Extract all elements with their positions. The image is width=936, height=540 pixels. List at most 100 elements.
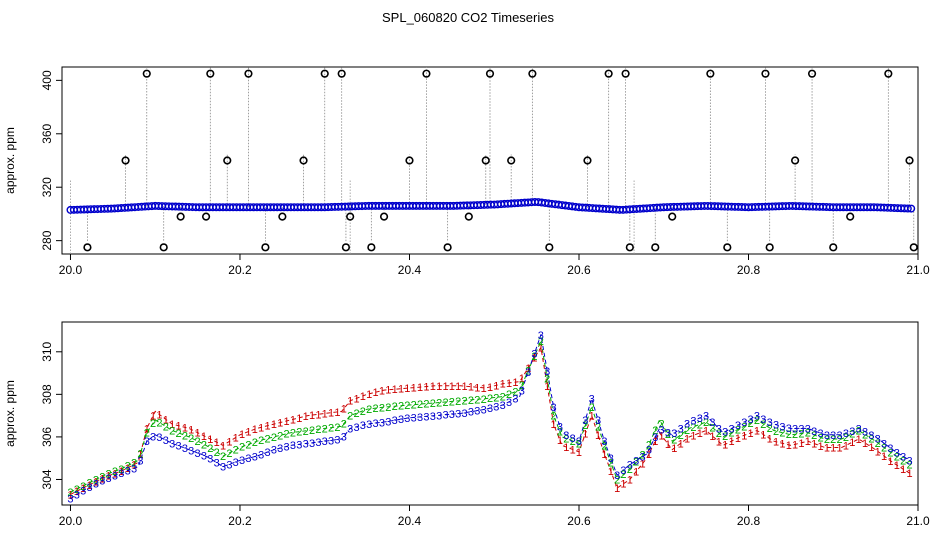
- series-3-point: 3: [887, 443, 893, 455]
- series-3-point: 3: [786, 423, 792, 435]
- series-1-point: 1: [379, 386, 385, 398]
- series-2-point: 2: [417, 399, 423, 411]
- series-1-point: 1: [373, 387, 379, 399]
- x-tick-label: 20.2: [228, 263, 252, 277]
- series-1-point: 1: [277, 418, 283, 430]
- series-3-point: 3: [411, 412, 417, 424]
- series-3-point: 3: [118, 468, 124, 480]
- series-2-point: 2: [716, 428, 722, 440]
- series-3-point: 3: [589, 394, 595, 406]
- series-1-point: 1: [74, 486, 80, 498]
- x-tick-label: 20.0: [59, 514, 83, 528]
- spike-point: [621, 69, 630, 78]
- series-2-point: 2: [881, 443, 887, 455]
- series-3-point: 3: [137, 455, 143, 467]
- series-1-point: 1: [824, 443, 830, 455]
- series-1-point: 1: [131, 460, 137, 472]
- series-2-point: 2: [570, 436, 576, 448]
- series-3-point: 3: [296, 439, 302, 451]
- series-3-point: 3: [86, 482, 92, 494]
- series-1-point: 1: [468, 382, 474, 394]
- series-1-point: 1: [589, 411, 595, 423]
- series-1-point: 1: [137, 449, 143, 461]
- series-3-point: 3: [93, 479, 99, 491]
- series-1-point: 1: [570, 444, 576, 456]
- series-3-point: 3: [398, 414, 404, 426]
- series-3-point: 3: [67, 494, 73, 506]
- series-2-point: 2: [652, 425, 658, 437]
- series-2-point: 2: [512, 387, 518, 399]
- series-2-point: 2: [131, 457, 137, 469]
- series-2-point: 2: [684, 425, 690, 437]
- series-3-point: 3: [226, 459, 232, 471]
- series-3-point: 3: [125, 466, 131, 478]
- spike-point: [604, 69, 613, 78]
- series-3-point: 3: [207, 454, 213, 466]
- series-3-point: 3: [182, 443, 188, 455]
- series-1-point: 1: [493, 380, 499, 392]
- series-1-point: 1: [93, 477, 99, 489]
- series-1-point: 1: [633, 466, 639, 478]
- spike-point: [846, 212, 855, 221]
- series-3-point: 3: [620, 465, 626, 477]
- x-tick-label: 20.4: [398, 514, 422, 528]
- series-1-point: 1: [786, 440, 792, 452]
- series-3-point: 3: [856, 423, 862, 435]
- spike-point: [341, 243, 351, 252]
- series-3-point: 3: [423, 411, 429, 423]
- baseline-point: [903, 204, 912, 213]
- series-1-point: 1: [442, 381, 448, 393]
- series-2-point: 2: [894, 452, 900, 464]
- series-2-point: 2: [112, 466, 118, 478]
- series-3-point: 3: [601, 436, 607, 448]
- series-2-point: 2: [245, 439, 251, 451]
- series-3-point: 3: [665, 428, 671, 440]
- plot-frame: [61, 66, 919, 255]
- series-3-point: 3: [824, 430, 830, 442]
- series-2-point: 2: [322, 423, 328, 435]
- series-3-point: 3: [849, 426, 855, 438]
- series-3-point: 3: [652, 432, 658, 444]
- series-3-point: 3: [894, 447, 900, 459]
- series-3-point: 3: [741, 417, 747, 429]
- series-3-point: 3: [366, 419, 372, 431]
- series-2-point: 2: [608, 457, 614, 469]
- spike-point: [668, 212, 677, 221]
- series-1-point: 1: [582, 429, 588, 441]
- series-1-point: 1: [252, 424, 258, 436]
- series-3-point: 3: [462, 408, 468, 420]
- series-3-point: 3: [430, 411, 436, 423]
- series-1-point: 1: [290, 414, 296, 426]
- series-3-point: 3: [277, 443, 283, 455]
- series-3-point: 3: [347, 423, 353, 435]
- spike-point: [405, 156, 414, 165]
- series-3-point: 3: [195, 448, 201, 460]
- spike-point: [545, 243, 554, 252]
- series-1-point: 1: [557, 435, 563, 447]
- y-axis-label: approx. ppm: [3, 380, 17, 447]
- series-3-point: 3: [557, 421, 563, 433]
- series-2-point: 2: [284, 429, 290, 441]
- series-1-point: 1: [709, 431, 715, 443]
- series-3-point: 3: [646, 445, 652, 457]
- series-3-point: 3: [131, 463, 137, 475]
- spike-point: [244, 69, 253, 78]
- series-3-point: 3: [385, 416, 391, 428]
- series-3-point: 3: [258, 449, 264, 461]
- series-1-point: 1: [322, 409, 328, 421]
- series-1-point: 1: [309, 410, 315, 422]
- series-3-point: 3: [74, 490, 80, 502]
- x-tick-label: 20.8: [737, 263, 761, 277]
- series-2-point: 2: [86, 478, 92, 490]
- y-tick-label: 310: [40, 341, 54, 361]
- series-1-point: 1: [805, 436, 811, 448]
- series-2-point: 2: [697, 419, 703, 431]
- spike-point: [83, 243, 92, 252]
- series-3-point: 3: [837, 430, 843, 442]
- series-1-point: 1: [264, 421, 270, 433]
- series-1-point: 1: [347, 396, 353, 408]
- series-2-point: 2: [557, 427, 563, 439]
- series-2-point: 2: [659, 418, 665, 430]
- series-2-point: 2: [754, 415, 760, 427]
- y-tick-label: 360: [40, 123, 54, 143]
